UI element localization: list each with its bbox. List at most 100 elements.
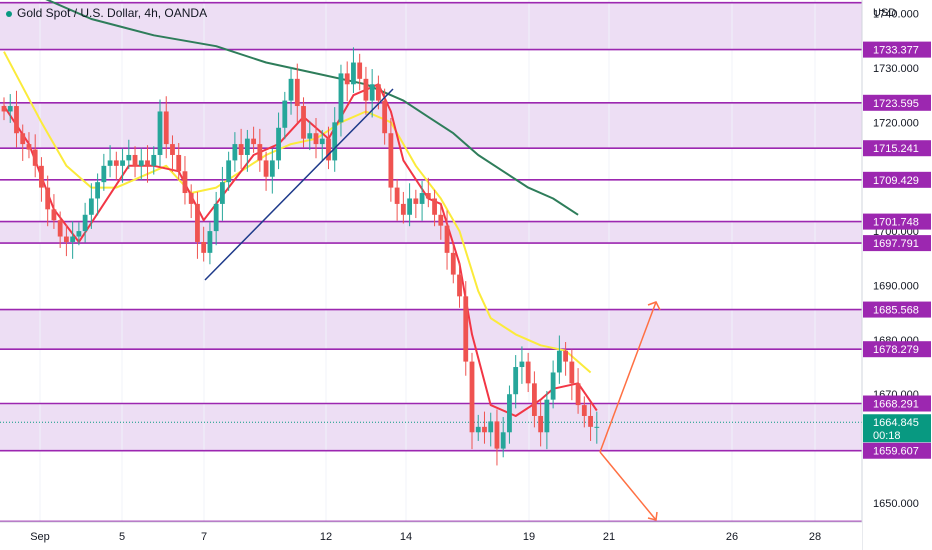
- candle-body: [207, 231, 213, 253]
- zone-band: [0, 309, 862, 350]
- symbol-title[interactable]: Gold Spot / U.S. Dollar, 4h, OANDA: [6, 6, 207, 20]
- candle-body: [76, 231, 82, 237]
- candle-body: [450, 252, 456, 275]
- candle-body: [363, 78, 369, 101]
- candle-body: [594, 426, 600, 428]
- price-axis-bg: [862, 0, 932, 550]
- zone-band: [0, 102, 862, 149]
- candle-body: [344, 73, 350, 85]
- trendline: [204, 88, 394, 281]
- candle-body: [376, 84, 381, 101]
- candle-body: [307, 133, 313, 139]
- candle-body: [101, 165, 107, 183]
- current-price-tag: [863, 414, 931, 443]
- candle-body: [556, 350, 562, 373]
- candle-body: [407, 198, 412, 215]
- time-tick-label: 21: [603, 531, 615, 543]
- time-tick-label: 26: [726, 531, 738, 543]
- candle-body: [294, 78, 300, 107]
- time-tick-label: 12: [320, 531, 332, 543]
- candle-body: [475, 426, 481, 433]
- candle-body: [269, 160, 275, 177]
- candle-body: [182, 171, 188, 194]
- candle-body: [351, 62, 356, 85]
- candle-body: [244, 138, 250, 155]
- level-tag-label: 1733.377: [873, 45, 919, 57]
- candle-body: [301, 106, 306, 139]
- candle-body: [39, 165, 44, 188]
- candle-body: [575, 383, 581, 406]
- candle-body: [563, 350, 568, 362]
- candle-body: [132, 154, 138, 166]
- candle-body: [432, 198, 437, 215]
- projection-up-arrow: [599, 301, 657, 453]
- candle-body: [20, 133, 26, 145]
- candle-body: [413, 198, 419, 204]
- candle-body: [7, 106, 13, 112]
- candle-body: [176, 154, 182, 172]
- price-axis[interactable]: 1740.0001730.0001720.0001710.0001700.000…: [861, 0, 932, 550]
- candle-body: [82, 214, 88, 232]
- candle-body: [525, 361, 531, 384]
- market-status-icon: [6, 10, 12, 17]
- candle-body: [338, 73, 344, 123]
- candle-body: [382, 100, 388, 134]
- candle-body: [513, 367, 519, 395]
- zone-band: [0, 2, 862, 50]
- level-tag-label: 1659.607: [873, 446, 919, 458]
- candle-body: [213, 203, 219, 232]
- time-tick-label: 19: [523, 531, 535, 543]
- time-axis[interactable]: Sep 5 7 12 14 19 21 26 28: [0, 521, 862, 550]
- candle-body: [288, 78, 294, 101]
- candle-body: [457, 274, 462, 297]
- candle-body: [238, 144, 244, 155]
- currency-label[interactable]: USD: [873, 7, 897, 19]
- candle-body: [550, 372, 556, 400]
- time-tick-label: 14: [400, 531, 412, 543]
- candle-body: [532, 383, 537, 416]
- level-tag-label: 1723.595: [873, 98, 919, 110]
- candle-body: [488, 421, 494, 433]
- level-tag: [863, 171, 931, 188]
- candle-body: [394, 187, 400, 204]
- level-tag: [863, 41, 931, 58]
- support-resistance-zones: [0, 2, 862, 451]
- level-tag-label: 1678.279: [873, 344, 919, 356]
- candle-body: [538, 415, 544, 433]
- drawings: [204, 88, 661, 521]
- candle-body: [57, 220, 63, 237]
- candle-body: [388, 133, 394, 188]
- candle-body: [482, 426, 487, 433]
- candle-body: [332, 122, 338, 161]
- arrowhead-down-icon: [647, 511, 658, 521]
- zone-band: [0, 403, 862, 451]
- candle-body: [494, 421, 500, 449]
- time-tick-label: 7: [201, 531, 207, 543]
- candle-body: [357, 62, 363, 79]
- candle-body: [257, 144, 263, 161]
- time-tick-label: Sep: [30, 531, 50, 543]
- level-tag-label: 1668.291: [873, 399, 919, 411]
- arrowhead-up-icon: [647, 301, 661, 311]
- candle-body: [263, 160, 269, 177]
- candle-body: [232, 144, 238, 161]
- level-tag: [863, 213, 931, 230]
- candle-body: [282, 100, 288, 128]
- candle-body: [544, 399, 550, 433]
- gridlines: [39, 0, 816, 522]
- candle-body: [1, 106, 7, 112]
- candle-body: [469, 361, 475, 433]
- candle-body: [400, 203, 406, 215]
- time-tick-label: 5: [119, 531, 125, 543]
- level-tag: [863, 341, 931, 358]
- candle-body: [326, 138, 331, 161]
- candle-body: [569, 361, 575, 384]
- level-tag-label: 1697.791: [873, 238, 919, 250]
- candle-body: [51, 209, 57, 221]
- candle-body: [201, 241, 207, 253]
- candle-body: [163, 111, 169, 145]
- candle-body: [64, 236, 69, 242]
- candle-body: [519, 361, 525, 368]
- candle-body: [507, 394, 512, 433]
